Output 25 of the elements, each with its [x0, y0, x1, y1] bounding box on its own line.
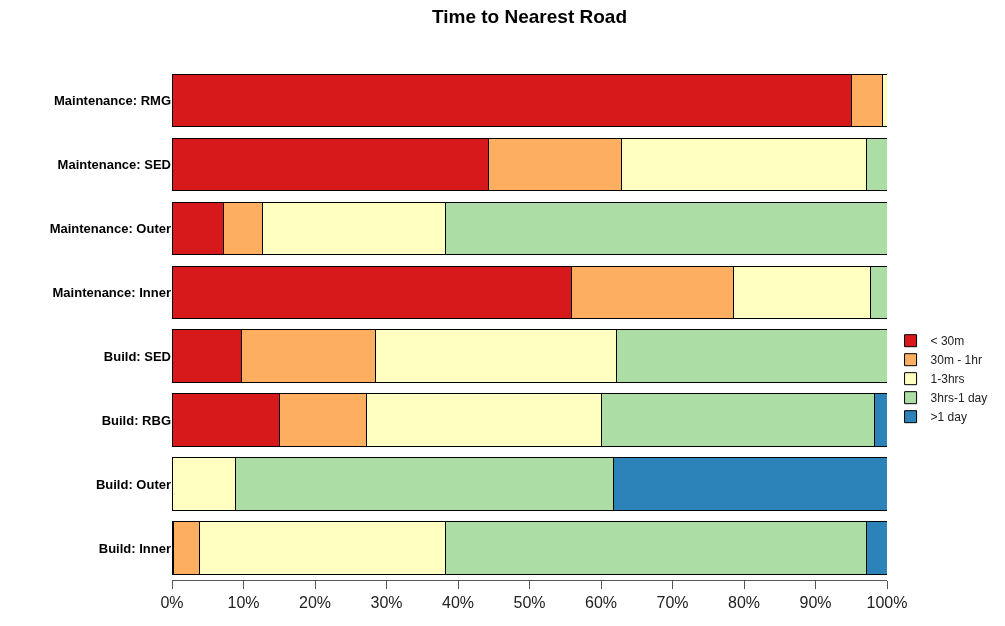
- chart-title: Time to Nearest Road: [432, 5, 627, 27]
- x-tick-label: 30%: [370, 594, 403, 612]
- x-tick-label: 100%: [866, 594, 908, 612]
- y-tick-label: Build: RBG: [101, 412, 171, 428]
- legend-label: < 30m: [930, 334, 965, 349]
- y-tick-label: Maintenance: Outer: [49, 220, 171, 236]
- y-tick-label: Maintenance: Inner: [52, 284, 171, 300]
- x-tick-label: 60%: [584, 594, 618, 612]
- legend-label: 30m - 1hr: [930, 353, 982, 368]
- x-tick-label: 80%: [727, 594, 761, 612]
- y-tick-label: Maintenance: SED: [57, 156, 171, 172]
- legend-label: >1 day: [930, 410, 967, 425]
- x-tick-label: 90%: [799, 594, 832, 612]
- y-tick-label: Build: Inner: [98, 540, 171, 556]
- legend-label: 1-3hrs: [930, 372, 965, 387]
- x-tick-label: 0%: [160, 594, 184, 612]
- y-tick-label: Build: SED: [103, 348, 171, 364]
- x-tick-label: 20%: [298, 594, 332, 612]
- x-tick-label: 40%: [441, 594, 475, 612]
- x-tick-label: 50%: [513, 594, 546, 612]
- y-tick-label: Build: Outer: [95, 476, 171, 492]
- x-tick-label: 70%: [656, 594, 689, 612]
- y-tick-label: Maintenance: RMG: [53, 92, 171, 108]
- x-tick-label: 10%: [227, 594, 260, 612]
- legend-label: 3hrs-1 day: [930, 391, 988, 406]
